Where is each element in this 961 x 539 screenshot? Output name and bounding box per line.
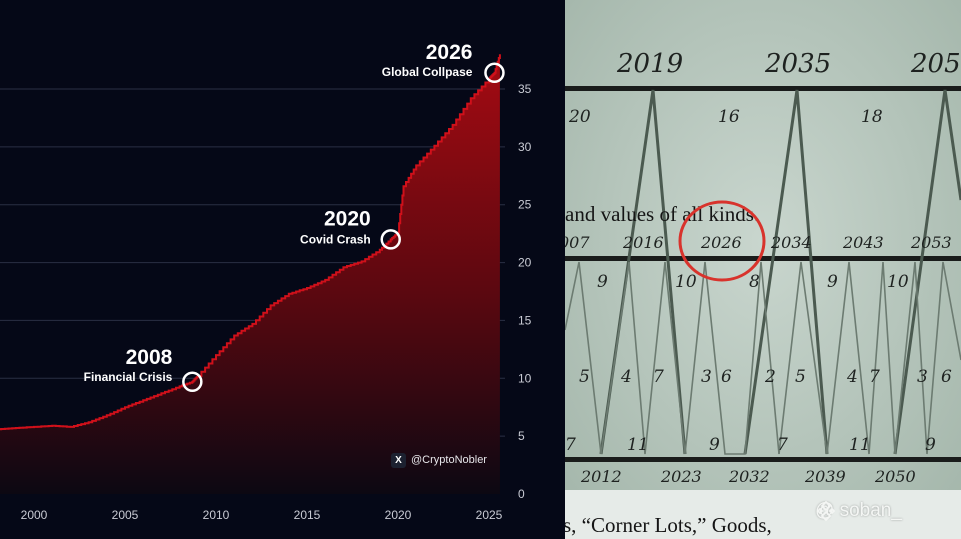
debt-chart-panel: 0 5 10 15 20 25 30 35 2000 2005 2010 2015 2020 2025 … (0, 0, 565, 539)
bottom-year: 2023 (660, 467, 702, 486)
cycle-number: 3 (917, 367, 928, 387)
event-marker-circle (182, 371, 203, 393)
x-tick-label: 2015 (294, 508, 321, 522)
y-tick-label: 0 (518, 487, 525, 501)
x-tick-label: 2000 (21, 508, 48, 522)
cycle-number: 10 (675, 272, 697, 292)
middle-year: 2016 (622, 233, 664, 252)
book-text-line: and values of all kinds. (565, 202, 759, 226)
x-logo-icon: X (391, 452, 406, 468)
highlight-circle (678, 200, 766, 282)
middle-year: 2053 (910, 233, 952, 252)
x-axis-ticks: 2000 2005 2010 2015 2020 2025 (21, 508, 503, 522)
x-tick-label: 2005 (112, 508, 139, 522)
top-number: 18 (861, 107, 883, 127)
middle-year: 2043 (842, 233, 884, 252)
event-marker-circle (380, 229, 401, 250)
y-tick-label: 20 (518, 256, 532, 270)
y-tick-label: 25 (518, 198, 532, 212)
y-tick-label: 30 (518, 140, 532, 154)
cycle-number: 7 (653, 367, 664, 387)
event-marker-circle (484, 62, 505, 84)
y-tick-label: 35 (518, 82, 532, 96)
cycle-number: 2 (764, 367, 776, 387)
top-number: 20 (568, 107, 591, 127)
cycle-number: 11 (849, 435, 871, 455)
cycle-number: 11 (627, 435, 649, 455)
cycle-number: 9 (827, 272, 838, 292)
cycle-number: 9 (597, 272, 608, 292)
area-fill (0, 54, 500, 494)
bottom-year: 2039 (804, 467, 846, 486)
rule-bottom (565, 457, 961, 462)
event-name-label: Covid Crash (300, 232, 371, 246)
author-handle: @CryptoNobler (411, 454, 487, 466)
cycle-number: 10 (887, 272, 909, 292)
cycle-number: 7 (565, 435, 576, 455)
bottom-year: 2050 (874, 467, 916, 486)
top-year: 2035 (764, 49, 831, 79)
binance-logo-icon (816, 500, 836, 522)
watermark: @ soban_ (815, 500, 902, 522)
cycle-chart-drawing: 2019 2035 205 20 16 18 and values of all… (565, 0, 961, 539)
grid-lines (0, 88, 505, 437)
cycle-number: 4 (846, 367, 858, 387)
y-tick-label: 5 (518, 429, 525, 443)
x-tick-label: 2025 (476, 508, 503, 522)
bottom-year: 2012 (580, 467, 622, 486)
cycle-number: 5 (579, 367, 590, 387)
middle-year: 2034 (770, 233, 812, 252)
event-year-label: 2026 (426, 41, 473, 64)
middle-year: 007 (565, 233, 590, 252)
cycle-number: 9 (925, 435, 936, 455)
cycle-number: 7 (777, 435, 788, 455)
y-tick-label: 15 (518, 313, 532, 327)
cycle-number: 3 (701, 367, 712, 387)
book-text-line: s, “Corner Lots,” Goods, (565, 513, 772, 537)
calendar-chart-photo: 2019 2035 205 20 16 18 and values of all… (565, 0, 961, 539)
series-line (0, 54, 501, 431)
y-axis-ticks: 0 5 10 15 20 25 30 35 (518, 82, 532, 501)
cycle-number: 8 (749, 272, 760, 292)
author-credit: X @CryptoNobler (391, 450, 487, 470)
lower-cycle-lines (565, 261, 961, 455)
rule-top (565, 86, 961, 91)
x-tick-label: 2010 (203, 508, 230, 522)
middle-year: 2026 (700, 233, 742, 252)
event-year-label: 2008 (126, 346, 173, 369)
top-year: 205 (910, 49, 961, 79)
event-year-label: 2020 (324, 207, 371, 230)
bottom-year: 2032 (728, 467, 770, 486)
cycle-number: 6 (941, 367, 952, 387)
cycle-number: 9 (709, 435, 720, 455)
top-year: 2019 (616, 49, 683, 79)
rule-middle (565, 256, 961, 261)
y-tick-label: 10 (518, 371, 532, 385)
cycle-number: 5 (795, 367, 806, 387)
top-number: 16 (718, 107, 740, 127)
page-bottom-strip (565, 490, 961, 539)
event-name-label: Global Collpase (382, 65, 473, 79)
cycle-number: 7 (869, 367, 880, 387)
cycle-number: 4 (620, 367, 632, 387)
watermark-handle: @ soban_ (815, 500, 902, 521)
x-tick-label: 2020 (385, 508, 412, 522)
event-name-label: Financial Crisis (84, 370, 173, 384)
cycle-number: 6 (721, 367, 732, 387)
